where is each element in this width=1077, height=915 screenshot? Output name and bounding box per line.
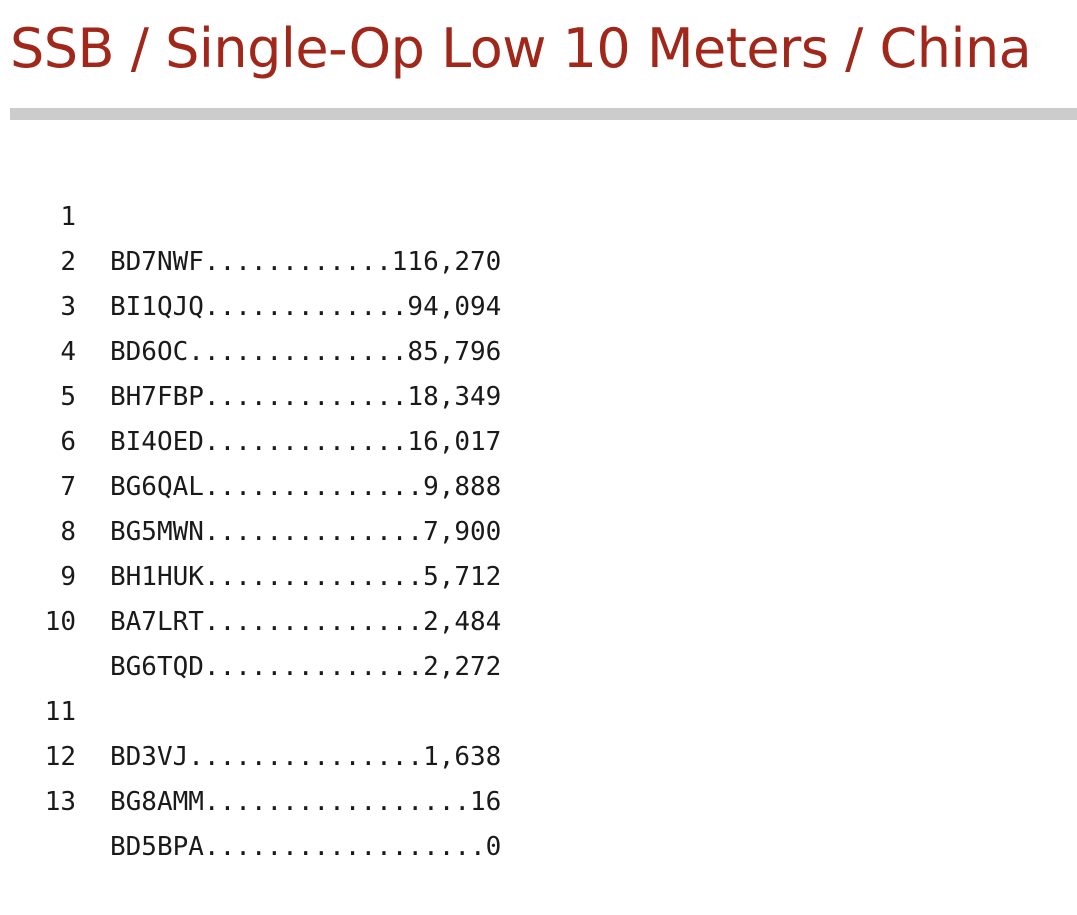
result-row: 12 BG8AMM.................16 bbox=[0, 690, 600, 817]
result-row: 6 BG6QAL..............9,888 bbox=[0, 375, 600, 502]
result-row: 7 BG5MWN..............7,900 bbox=[0, 420, 600, 547]
result-row: 1 BD7NWF............116,270 bbox=[0, 150, 600, 277]
result-rank: 12 bbox=[44, 742, 76, 772]
result-callsign-score: BH7FBP.............18,349 bbox=[110, 382, 502, 412]
result-rank: 13 bbox=[44, 787, 76, 817]
result-rank: 10 bbox=[44, 607, 76, 637]
result-callsign-score: BH1HUK..............5,712 bbox=[110, 562, 502, 592]
result-row: 4 BH7FBP.............18,349 bbox=[0, 285, 600, 412]
result-row: 2 BI1QJQ.............94,094 bbox=[0, 195, 600, 322]
results-list: 1 BD7NWF............116,270 2 BI1QJQ....… bbox=[0, 150, 600, 862]
result-callsign-score: BD5BPA..................0 bbox=[110, 832, 502, 862]
result-callsign-score: BG6TQD..............2,272 bbox=[110, 652, 502, 682]
result-rank: 7 bbox=[60, 472, 76, 502]
result-callsign-score: BG6QAL..............9,888 bbox=[110, 472, 502, 502]
result-callsign-score: BG8AMM.................16 bbox=[110, 787, 502, 817]
result-rank: 3 bbox=[60, 292, 76, 322]
result-rank: 9 bbox=[60, 562, 76, 592]
result-callsign-score: BD6OC..............85,796 bbox=[110, 337, 502, 367]
result-row: 8 BH1HUK..............5,712 bbox=[0, 465, 600, 592]
result-row: 5 BI4OED.............16,017 bbox=[0, 330, 600, 457]
result-rank: 6 bbox=[60, 427, 76, 457]
result-callsign-score: BD3VJ...............1,638 bbox=[110, 742, 502, 772]
result-callsign-score: BA7LRT..............2,484 bbox=[110, 607, 502, 637]
result-callsign-score: BG5MWN..............7,900 bbox=[110, 517, 502, 547]
result-rank: 2 bbox=[60, 247, 76, 277]
result-rank: 8 bbox=[60, 517, 76, 547]
result-row: 9 BA7LRT..............2,484 bbox=[0, 510, 600, 637]
title-divider bbox=[10, 108, 1077, 120]
result-rank: 5 bbox=[60, 382, 76, 412]
result-callsign-score: BD7NWF............116,270 bbox=[110, 247, 502, 277]
result-row: 13 BD5BPA..................0 bbox=[0, 735, 600, 862]
result-row: 11 BD3VJ...............1,638 bbox=[0, 645, 600, 772]
result-rank: 11 bbox=[44, 697, 76, 727]
result-rank: 1 bbox=[60, 202, 76, 232]
result-row: 3 BD6OC..............85,796 bbox=[0, 240, 600, 367]
result-rank: 4 bbox=[60, 337, 76, 367]
result-row: 10 BG6TQD..............2,272 bbox=[0, 555, 600, 682]
result-callsign-score: BI1QJQ.............94,094 bbox=[110, 292, 502, 322]
result-callsign-score: BI4OED.............16,017 bbox=[110, 427, 502, 457]
page-title: SSB / Single-Op Low 10 Meters / China bbox=[10, 17, 1032, 80]
